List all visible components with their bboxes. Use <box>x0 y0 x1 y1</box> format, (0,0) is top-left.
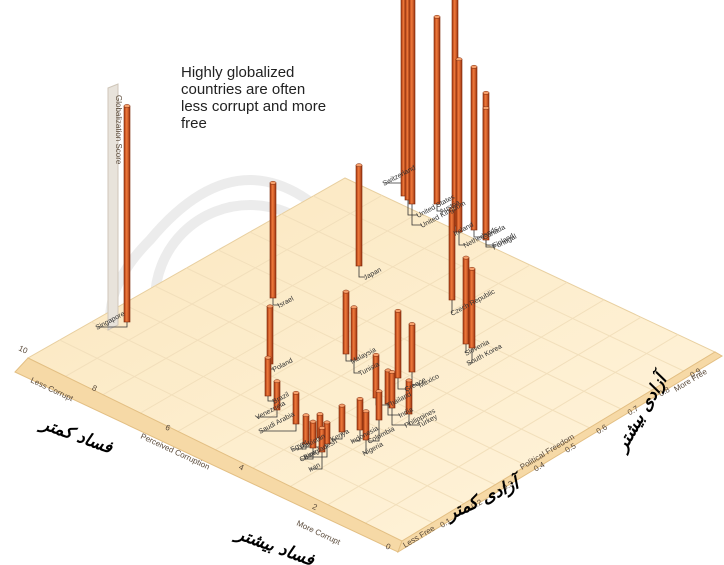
bar-cap <box>318 426 326 430</box>
bar-cap <box>273 379 281 384</box>
bar-cap <box>355 163 363 168</box>
label-leader <box>458 232 465 246</box>
label-leader <box>369 420 380 442</box>
bar <box>408 323 416 373</box>
label-leader <box>408 414 419 426</box>
bar-cap <box>342 289 350 294</box>
bar-cap <box>269 180 277 185</box>
bar-cap <box>362 409 370 414</box>
bar-cap <box>372 352 380 357</box>
bar-cap <box>302 413 310 418</box>
label-leader <box>391 408 406 426</box>
label-leader <box>473 230 484 238</box>
bar-cap <box>470 64 478 69</box>
label-leader <box>301 448 314 460</box>
label-leader <box>387 404 400 416</box>
bar-cap <box>266 304 274 309</box>
label-leader <box>260 424 297 432</box>
bar-cap <box>123 104 131 108</box>
bar-cap <box>316 412 324 416</box>
bar <box>433 16 441 205</box>
corruption-tick-label: 0 <box>384 542 392 552</box>
bar <box>470 66 478 231</box>
gridline <box>313 195 684 372</box>
label-leader <box>267 396 274 402</box>
label-leader <box>358 266 365 278</box>
label-leader <box>411 204 422 226</box>
bar <box>408 0 416 205</box>
gridline <box>289 299 605 488</box>
bar <box>266 306 274 365</box>
bar <box>342 291 350 355</box>
bar-cap <box>482 90 490 95</box>
bar-cap <box>405 378 413 383</box>
bar <box>123 105 131 323</box>
bar-cap <box>338 403 346 408</box>
bar <box>375 390 383 421</box>
bar-cap <box>408 322 416 326</box>
corruption-tick-label: 8 <box>91 383 99 393</box>
corruption-tick-label: 6 <box>164 423 172 433</box>
chart-annotation: Highly globalized countries are often le… <box>181 64 327 132</box>
country-label: Iran <box>308 462 322 474</box>
bar-cap <box>482 106 490 110</box>
label-leader <box>436 204 441 212</box>
gridline <box>249 231 622 410</box>
vertical-axis-band <box>107 83 119 331</box>
gridline <box>364 334 679 525</box>
corruption-tick-label: 4 <box>237 462 245 472</box>
bar-cap <box>462 255 470 260</box>
bar-cap <box>433 14 441 19</box>
chart-floor <box>26 177 717 543</box>
bar <box>269 182 277 299</box>
label-leader <box>468 348 473 364</box>
bar-cap <box>292 390 300 395</box>
bar-cap <box>455 57 463 62</box>
bar-cap <box>356 396 364 401</box>
label-leader <box>352 430 361 442</box>
bar <box>264 357 272 397</box>
bar-cap <box>323 420 331 425</box>
bars-group <box>123 0 490 453</box>
persian-less-corruption: فساد کمتر <box>35 413 115 459</box>
gridline <box>326 316 642 506</box>
label-leader <box>345 354 352 362</box>
label-leader <box>397 378 406 390</box>
freedom-axis-band <box>397 351 723 554</box>
label-leader <box>353 360 360 374</box>
bar <box>448 208 456 301</box>
bar-cap <box>309 419 317 424</box>
corruption-tick-label: 10 <box>17 344 29 356</box>
label-leader <box>272 298 279 306</box>
bar <box>338 405 346 433</box>
label-leader <box>485 240 494 248</box>
bar <box>355 164 363 267</box>
bar-cap <box>394 308 402 313</box>
bar <box>482 107 490 241</box>
bar-cap <box>350 305 358 310</box>
bar <box>394 310 402 379</box>
gridline <box>186 267 559 448</box>
bar-cap <box>448 206 456 211</box>
label-leader <box>292 444 307 450</box>
vertical-axis-label: Globalization Score <box>114 95 123 165</box>
gridline <box>217 249 591 429</box>
bar <box>292 392 300 425</box>
label-leader <box>407 200 418 216</box>
label-leader <box>305 444 328 458</box>
bar-cap <box>468 266 476 271</box>
label-leader <box>257 410 278 418</box>
label-leader <box>364 440 367 454</box>
bar-cap <box>375 389 383 394</box>
bar <box>350 306 358 361</box>
label-leader <box>332 432 343 440</box>
bar <box>356 398 364 431</box>
bar-cap <box>388 370 396 374</box>
label-leader <box>97 322 128 328</box>
label-leader <box>310 452 323 470</box>
corruption-tick-label: 2 <box>311 502 319 512</box>
bar-cap <box>264 355 272 360</box>
